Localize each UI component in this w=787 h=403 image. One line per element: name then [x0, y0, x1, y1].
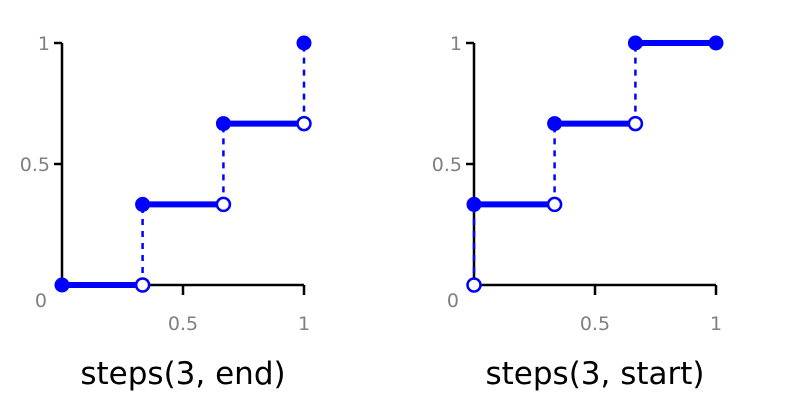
open-point — [215, 196, 232, 213]
y-tick-label: 0.5 — [20, 154, 50, 176]
open-point — [466, 277, 482, 293]
filled-point — [547, 116, 563, 132]
y-tick-label: 1 — [450, 33, 462, 55]
x-tick-label: 0.5 — [168, 313, 198, 335]
y-tick-label: 1 — [38, 33, 50, 55]
filled-point — [54, 277, 70, 293]
y-tick-label: 0 — [35, 290, 47, 312]
chart-caption: steps(3, end) — [80, 356, 285, 392]
filled-point — [296, 35, 312, 51]
open-point — [627, 115, 644, 132]
filled-point — [708, 35, 724, 51]
y-tick-label: 0.5 — [432, 154, 462, 176]
open-point — [546, 196, 563, 213]
x-tick-label: 1 — [710, 313, 722, 335]
x-tick-label: 1 — [298, 313, 310, 335]
filled-point — [135, 196, 151, 212]
filled-point — [466, 196, 482, 212]
chart-steps-start: 0 0.5 1 0.5 1 steps(3, start) — [432, 33, 724, 392]
x-tick-label: 0.5 — [580, 313, 610, 335]
filled-point — [627, 35, 643, 51]
open-point — [296, 115, 312, 132]
chart-steps-end: 0 0.5 1 0.5 1 steps(3, end) — [20, 33, 312, 392]
chart-caption: steps(3, start) — [485, 356, 704, 392]
open-point — [134, 277, 151, 293]
y-tick-label: 0 — [447, 290, 459, 312]
filled-point — [215, 116, 231, 132]
